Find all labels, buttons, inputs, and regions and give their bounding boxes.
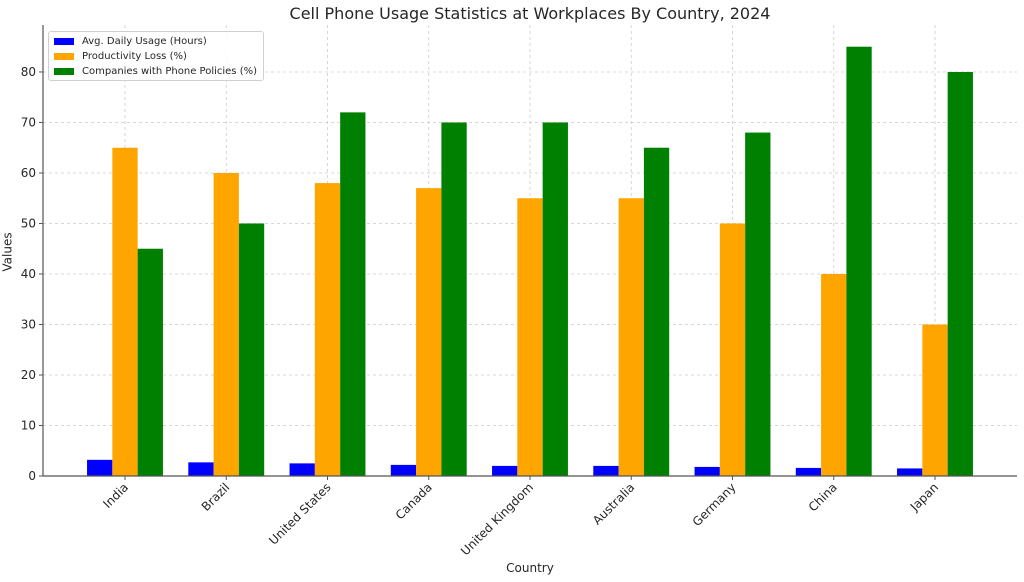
- x-axis-label: Country: [506, 561, 554, 575]
- legend-item-productivity: Productivity Loss (%): [54, 49, 187, 63]
- legend-label: Avg. Daily Usage (Hours): [82, 35, 207, 47]
- y-tick-label: 70: [21, 115, 36, 129]
- x-tick-label: Germany: [690, 480, 739, 529]
- bar: [542, 122, 568, 476]
- bar: [137, 248, 163, 476]
- bar: [416, 188, 442, 476]
- legend-label: Companies with Phone Policies (%): [82, 65, 257, 77]
- bar: [719, 223, 746, 476]
- y-tick-label: 40: [21, 267, 36, 281]
- x-tick-label: United Kingdom: [458, 480, 536, 558]
- legend-swatch-green: [54, 67, 74, 75]
- bar: [643, 147, 670, 476]
- bar: [340, 112, 366, 477]
- y-tick-label: 10: [21, 418, 36, 432]
- x-tick-label: Brazil: [199, 480, 233, 514]
- legend: Avg. Daily Usage (Hours) Productivity Lo…: [48, 31, 264, 81]
- y-tick-label: 50: [21, 216, 36, 230]
- bar: [213, 172, 239, 476]
- bar: [618, 198, 644, 476]
- legend-item-usage: Avg. Daily Usage (Hours): [54, 34, 207, 48]
- bar: [314, 183, 341, 476]
- y-tick-label: 20: [21, 368, 36, 382]
- bar: [694, 466, 720, 476]
- y-tick-label: 30: [21, 317, 36, 331]
- x-tick-label: United States: [266, 480, 333, 547]
- y-axis-label: Values: [0, 232, 15, 272]
- bar: [517, 198, 543, 476]
- legend-swatch-blue: [54, 37, 74, 45]
- bar: [745, 132, 771, 476]
- bar: [846, 46, 872, 477]
- legend-label: Productivity Loss (%): [82, 50, 187, 62]
- bar: [897, 468, 923, 476]
- bar: [238, 223, 265, 476]
- chart-title: Cell Phone Usage Statistics at Workplace…: [289, 4, 771, 23]
- y-tick-label: 80: [21, 65, 36, 79]
- y-tick-label: 0: [28, 469, 36, 483]
- bar: [289, 463, 315, 476]
- x-tick-label: Japan: [907, 480, 941, 514]
- bar: [441, 122, 467, 476]
- bar: [947, 71, 973, 477]
- y-tick-label: 60: [21, 166, 36, 180]
- bar: [795, 467, 822, 476]
- bar: [87, 459, 113, 476]
- bar: [922, 324, 948, 476]
- bar: [492, 465, 518, 476]
- x-tick-label: China: [806, 480, 840, 514]
- bar: [821, 273, 847, 476]
- x-tick-label: Australia: [590, 480, 637, 527]
- bar: [112, 147, 138, 476]
- x-tick-label: India: [100, 480, 131, 511]
- legend-item-policies: Companies with Phone Policies (%): [54, 64, 257, 78]
- bar: [188, 462, 214, 476]
- bar: [593, 465, 619, 476]
- bar: [390, 464, 417, 476]
- legend-swatch-orange: [54, 52, 74, 60]
- x-tick-label: Canada: [393, 480, 435, 522]
